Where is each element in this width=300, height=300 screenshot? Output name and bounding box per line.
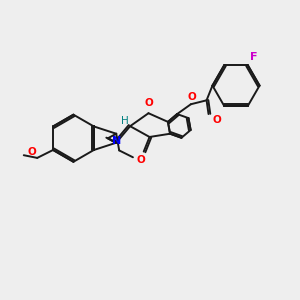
Text: O: O — [28, 147, 36, 157]
Text: F: F — [250, 52, 257, 62]
Text: O: O — [136, 155, 145, 166]
Text: O: O — [188, 92, 196, 102]
Text: O: O — [144, 98, 153, 108]
Text: O: O — [212, 115, 221, 125]
Text: N: N — [112, 136, 121, 146]
Text: H: H — [121, 116, 129, 126]
